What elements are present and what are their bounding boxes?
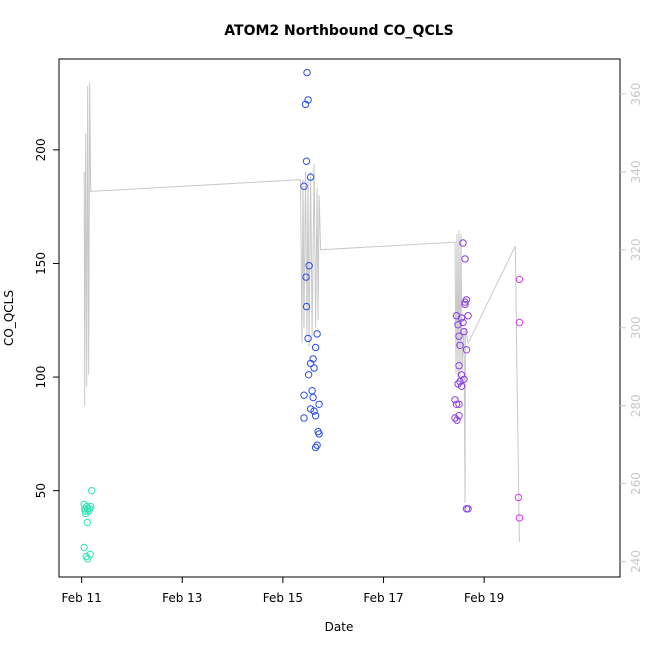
data-point: [455, 362, 463, 370]
x-axis: Feb 11 Feb 13 Feb 15 Feb 17 Feb 19: [61, 577, 504, 605]
y-axis-left: 50 100 150 200: [34, 138, 59, 498]
x-tick-label: Feb 13: [162, 591, 202, 605]
data-point: [455, 400, 463, 408]
y-tick-label: 50: [34, 483, 48, 498]
x-tick-label: Feb 17: [363, 591, 403, 605]
x-axis-label: Date: [325, 620, 354, 634]
data-point: [311, 343, 320, 352]
data-point: [451, 396, 459, 404]
data-point: [302, 157, 311, 165]
y-right-tick-label: 360: [629, 83, 643, 106]
y-tick-label: 100: [34, 366, 48, 389]
data-point: [310, 364, 318, 372]
chart-title: ATOM2 Northbound CO_QCLS: [224, 23, 453, 39]
x-tick-label: Feb 11: [61, 591, 101, 605]
series-1: [80, 487, 96, 563]
y-right-tick-label: 340: [629, 160, 643, 183]
data-point: [80, 500, 88, 508]
data-point: [460, 375, 468, 383]
data-point: [451, 414, 459, 422]
data-point: [456, 341, 464, 349]
data-point: [305, 262, 313, 270]
data-point: [310, 407, 318, 415]
data-point: [300, 414, 308, 422]
data-point: [306, 173, 315, 181]
data-point: [304, 334, 312, 343]
data-point: [311, 443, 320, 452]
data-point: [302, 273, 310, 281]
data-point: [515, 514, 524, 522]
data-point: [311, 412, 320, 420]
data-point: [460, 327, 468, 336]
data-point: [308, 387, 316, 395]
data-point: [88, 487, 96, 495]
plot-box: [58, 58, 621, 578]
y-right-tick-label: 280: [629, 394, 643, 417]
y-right-tick-label: 320: [629, 238, 643, 261]
data-point: [302, 302, 311, 311]
y-right-tick-label: 240: [629, 550, 643, 573]
series-4: [514, 275, 524, 522]
data-point: [464, 312, 472, 320]
data-point: [300, 391, 308, 399]
data-point: [459, 239, 467, 247]
data-point: [456, 377, 464, 386]
data-point: [515, 318, 524, 327]
x-tick-label: Feb 19: [464, 591, 504, 605]
data-point: [87, 502, 95, 511]
data-point: [452, 400, 461, 408]
data-point: [453, 416, 461, 424]
y-right-tick-label: 260: [629, 472, 643, 495]
data-point: [304, 96, 312, 104]
data-point: [313, 330, 321, 338]
data-point: [315, 430, 323, 438]
data-point: [457, 382, 466, 390]
y-tick-label: 150: [34, 252, 48, 275]
data-point: [515, 275, 524, 284]
data-points: [80, 68, 524, 563]
data-point: [461, 255, 469, 263]
data-point: [461, 298, 469, 306]
data-point: [86, 550, 94, 558]
data-point: [457, 314, 466, 322]
data-point: [304, 371, 313, 379]
data-point: [80, 543, 88, 552]
data-point: [455, 412, 463, 420]
y-right-tick-label: 300: [629, 316, 643, 339]
data-point: [82, 552, 90, 561]
y-axis-right: 240 260 280 300 320 340 360: [620, 83, 643, 573]
data-point: [300, 182, 308, 190]
data-point: [309, 355, 317, 363]
data-point: [462, 346, 471, 354]
right-axis-line: [83, 82, 520, 542]
data-point: [459, 318, 467, 327]
data-point: [514, 493, 523, 502]
data-point: [455, 332, 463, 340]
data-point: [461, 300, 469, 309]
data-point: [464, 505, 472, 513]
data-point: [83, 518, 91, 527]
series-3: [451, 239, 472, 513]
data-point: [315, 400, 323, 408]
x-tick-label: Feb 15: [263, 591, 303, 605]
data-point: [303, 68, 311, 77]
y-axis-label: CO_QCLS: [2, 290, 16, 346]
y-tick-label: 200: [34, 138, 48, 161]
data-point: [309, 393, 317, 402]
series-2: [300, 68, 323, 452]
right-axis-series-line: [83, 82, 520, 542]
